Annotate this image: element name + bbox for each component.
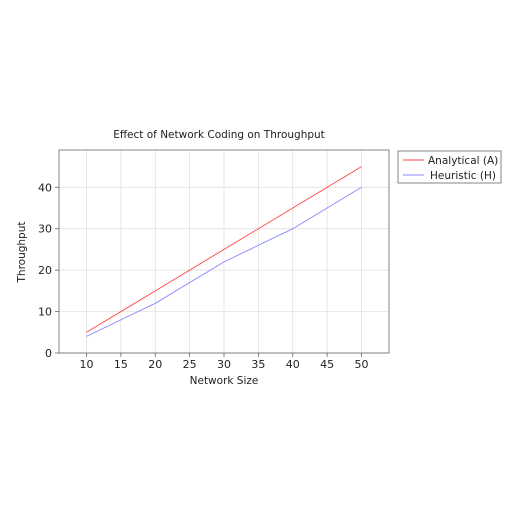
x-axis-title: Network Size — [190, 375, 259, 387]
y-tick-label: 20 — [38, 264, 52, 277]
x-tick-label: 20 — [148, 358, 162, 371]
y-axis-title: Throughput — [16, 222, 28, 284]
series-lines — [86, 166, 362, 337]
legend: Analytical (A) Heuristic (H) — [397, 150, 502, 184]
x-axis: 10 15 20 25 30 35 40 45 50 — [80, 353, 369, 371]
y-tick-label: 40 — [38, 181, 52, 194]
x-tick-label: 45 — [320, 358, 334, 371]
y-tick-label: 30 — [38, 223, 52, 236]
y-tick-label: 0 — [45, 347, 52, 360]
x-tick-label: 10 — [80, 358, 94, 371]
x-tick-label: 50 — [355, 358, 369, 371]
x-tick-label: 35 — [251, 358, 265, 371]
series-line-1 — [86, 186, 362, 337]
series-line-0 — [86, 166, 362, 333]
x-tick-label: 25 — [183, 358, 197, 371]
legend-label-heuristic: Heuristic (H) — [430, 170, 496, 182]
chart-title: Effect of Network Coding on Throughput — [113, 129, 325, 141]
x-tick-label: 40 — [286, 358, 300, 371]
x-tick-label: 15 — [114, 358, 128, 371]
x-tick-label: 30 — [217, 358, 231, 371]
y-tick-label: 10 — [38, 306, 52, 319]
y-axis: 0 10 20 30 40 — [38, 181, 59, 360]
grid-lines — [59, 150, 389, 354]
legend-box — [397, 150, 502, 184]
legend-label-analytical: Analytical (A) — [428, 155, 498, 167]
